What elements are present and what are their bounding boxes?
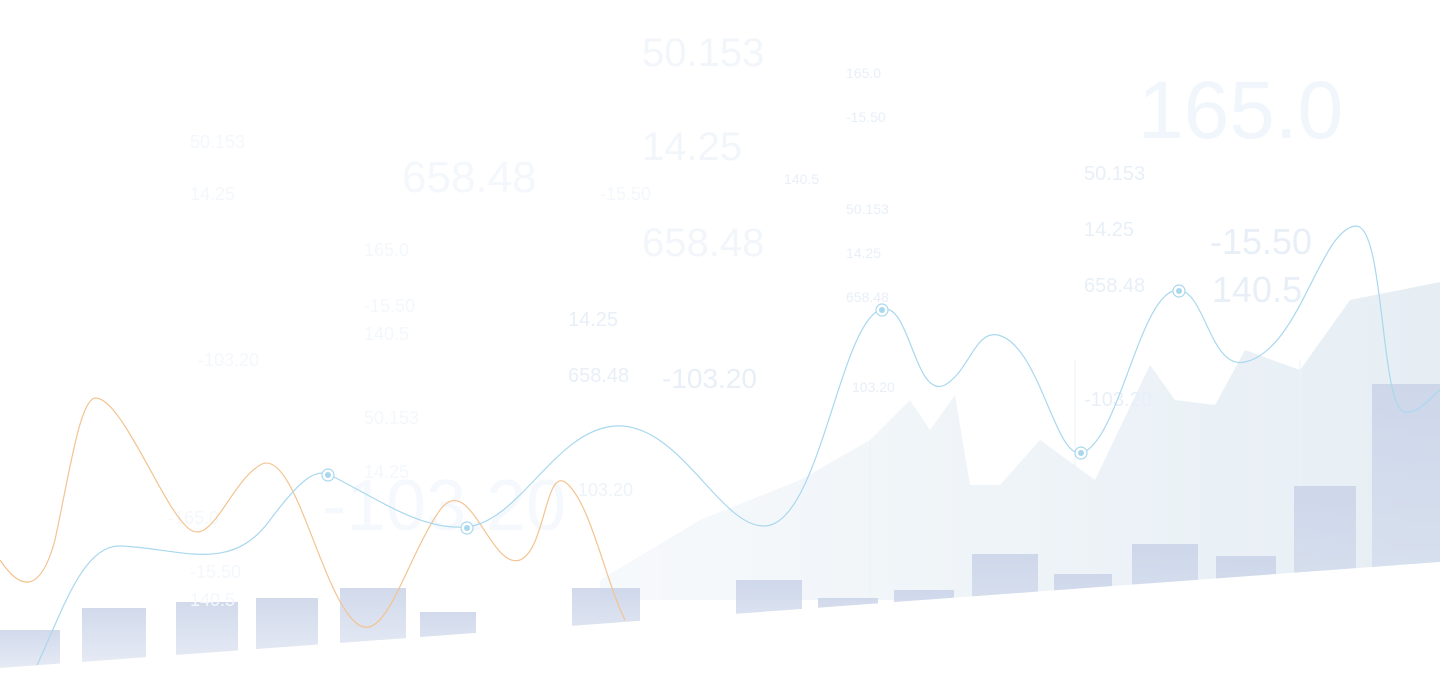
bottom-fade-band: [0, 562, 1440, 678]
data-point-marker: [1172, 284, 1186, 298]
floating-number: 103.20: [578, 480, 633, 500]
floating-number: 14.25: [190, 184, 235, 204]
floating-number: 658.48: [402, 153, 537, 202]
floating-number: 50.153: [364, 408, 419, 428]
floating-number: 140.5: [364, 324, 409, 344]
blue-wave-line: [29, 225, 1440, 680]
floating-number: -165.0: [168, 508, 219, 528]
floating-number: 140.5: [1212, 269, 1302, 310]
floating-number: 658.48: [642, 221, 764, 265]
floating-number: 14.25: [568, 309, 618, 331]
floating-number: 165.0: [846, 65, 881, 81]
floating-number: 14.25: [1084, 219, 1134, 241]
floating-number: 658.48: [846, 289, 889, 305]
floating-number: 50.153: [1084, 163, 1145, 185]
floating-number: 50.153: [846, 201, 889, 217]
floating-number: 50.153: [642, 31, 764, 75]
orange-wave-line: [0, 397, 626, 628]
floating-number: -103.20: [198, 350, 259, 370]
data-point-marker: [1074, 446, 1088, 460]
blue-line-markers: [321, 284, 1186, 535]
data-point-marker: [460, 521, 474, 535]
floating-number: 103.20: [852, 379, 895, 395]
floating-number: 658.48: [568, 365, 629, 387]
data-point-marker: [875, 303, 889, 317]
floating-number: 14.25: [846, 245, 881, 261]
floating-number: -15.50: [600, 184, 651, 204]
floating-number: -103.20: [1084, 389, 1152, 411]
floating-number: 50.153: [190, 132, 245, 152]
floating-number: 14.25: [364, 462, 409, 482]
floating-number: 658.48: [1084, 275, 1145, 297]
floating-number: -15.50: [364, 296, 415, 316]
floating-number: -15.50: [1210, 221, 1312, 262]
floating-number: 165.0: [364, 240, 409, 260]
data-point-marker: [321, 468, 335, 482]
floating-number: 140.5: [190, 590, 235, 610]
floating-number: 165.0: [1138, 65, 1343, 156]
floating-number: 140.5: [784, 171, 819, 187]
background-area: [600, 282, 1440, 600]
floating-number: 14.25: [642, 125, 742, 169]
floating-number: -103.20: [662, 363, 757, 394]
floating-number: -15.50: [190, 562, 241, 582]
floating-number: -15.50: [846, 109, 886, 125]
